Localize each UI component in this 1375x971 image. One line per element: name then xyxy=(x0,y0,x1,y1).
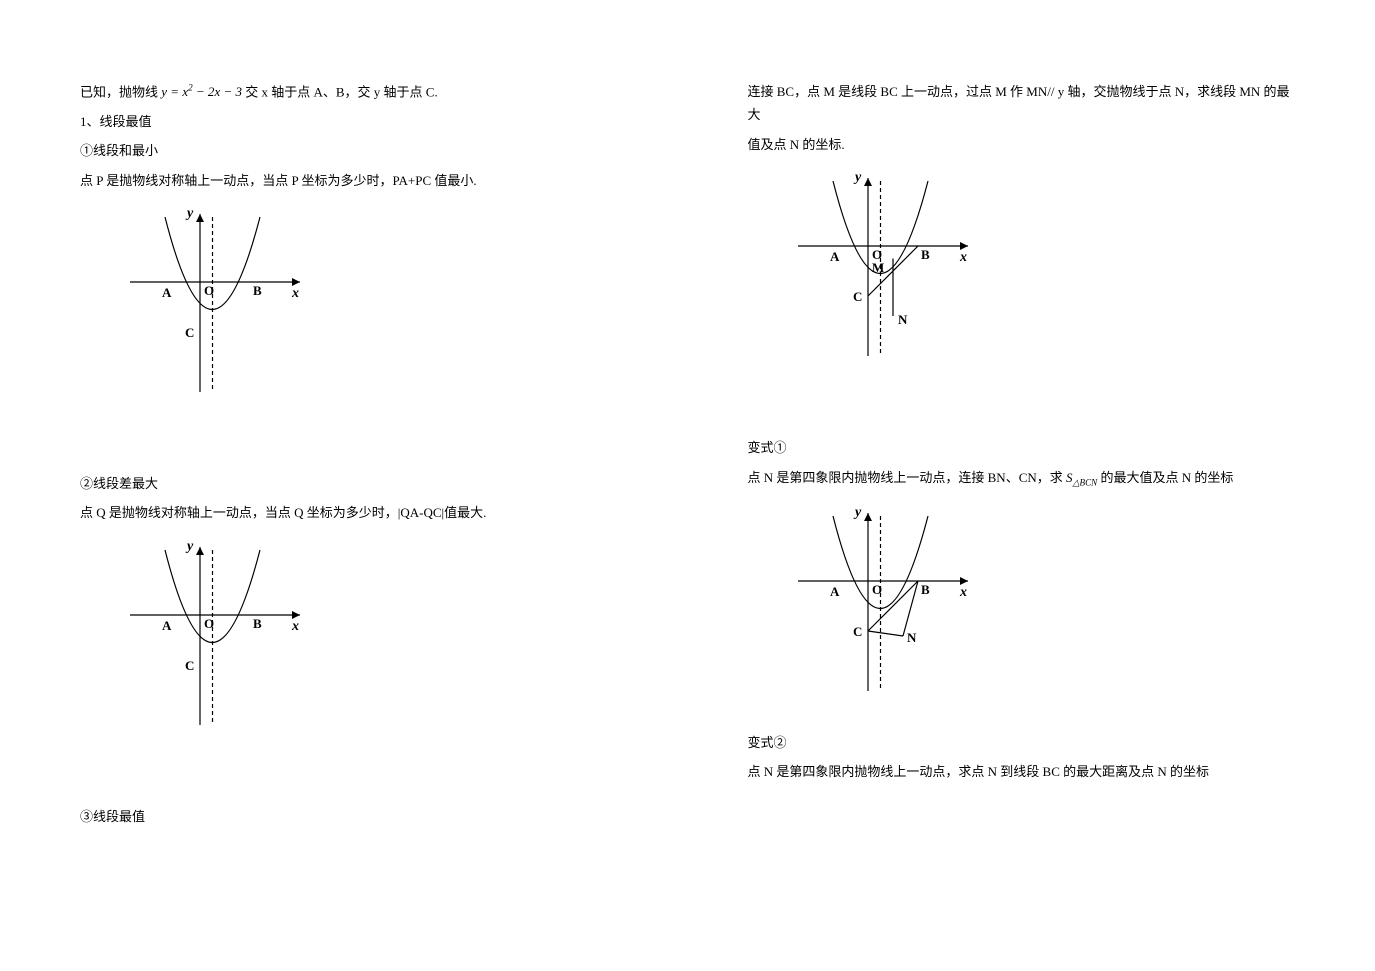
sec1-sub3-title: ③线段最值 xyxy=(80,805,628,828)
svg-text:x: x xyxy=(291,286,299,301)
svg-text:M: M xyxy=(872,260,884,275)
right1-line2: 值及点 N 的坐标. xyxy=(748,133,1296,156)
svg-text:x: x xyxy=(959,250,967,265)
svg-text:B: B xyxy=(921,247,930,262)
sec1-sub1-title: ①线段和最小 xyxy=(80,139,628,162)
sec1-sub2-text: 点 Q 是抛物线对称轴上一动点，当点 Q 坐标为多少时，|QA-QC|值最大. xyxy=(80,501,628,524)
figure-3: yxAOBCMN xyxy=(788,166,1296,366)
svg-text:O: O xyxy=(872,582,882,597)
sec1-sub1-text: 点 P 是抛物线对称轴上一动点，当点 P 坐标为多少时，PA+PC 值最小. xyxy=(80,169,628,192)
svg-text:y: y xyxy=(185,539,194,554)
figure-1: y x A O B C xyxy=(120,202,628,402)
svg-text:y: y xyxy=(185,206,194,221)
intro-line: 已知，抛物线 y = x2 − 2x − 3 交 x 轴于点 A、B，交 y 轴… xyxy=(80,80,628,104)
right1-line1: 连接 BC，点 M 是线段 BC 上一动点，过点 M 作 MN// y 轴，交抛… xyxy=(748,80,1296,127)
figure-2: y x A O B C xyxy=(120,535,628,735)
svg-text:A: A xyxy=(830,584,840,599)
svg-text:B: B xyxy=(921,582,930,597)
svg-text:O: O xyxy=(204,283,214,298)
svg-text:B: B xyxy=(253,283,262,298)
svg-text:x: x xyxy=(959,585,967,600)
figure-4: y x A O B C N xyxy=(788,501,1296,701)
svg-text:C: C xyxy=(853,624,862,639)
svg-text:B: B xyxy=(253,616,262,631)
svg-text:C: C xyxy=(853,289,862,304)
svg-text:C: C xyxy=(185,658,194,673)
svg-text:x: x xyxy=(291,619,299,634)
svg-text:A: A xyxy=(162,285,172,300)
variant1-title: 变式① xyxy=(748,436,1296,459)
intro-mid: 交 x 轴于点 A、B，交 y 轴于点 C. xyxy=(245,84,437,99)
variant2-text: 点 N 是第四象限内抛物线上一动点，求点 N 到线段 BC 的最大距离及点 N … xyxy=(748,760,1296,783)
svg-text:C: C xyxy=(185,325,194,340)
intro-equation: y = x2 − 2x − 3 xyxy=(161,84,242,99)
intro-prefix: 已知，抛物线 xyxy=(80,84,161,99)
svg-text:O: O xyxy=(204,616,214,631)
sec1-sub2-title: ②线段差最大 xyxy=(80,472,628,495)
svg-text:y: y xyxy=(853,505,862,520)
sec1-title: 1、线段最值 xyxy=(80,110,628,133)
svg-text:N: N xyxy=(898,312,908,327)
svg-text:y: y xyxy=(853,170,862,185)
svg-text:A: A xyxy=(162,618,172,633)
svg-text:A: A xyxy=(830,249,840,264)
svg-text:N: N xyxy=(907,630,917,645)
variant2-title: 变式② xyxy=(748,731,1296,754)
variant1-text: 点 N 是第四象限内抛物线上一动点，连接 BN、CN，求 S△BCN 的最大值及… xyxy=(748,466,1296,491)
